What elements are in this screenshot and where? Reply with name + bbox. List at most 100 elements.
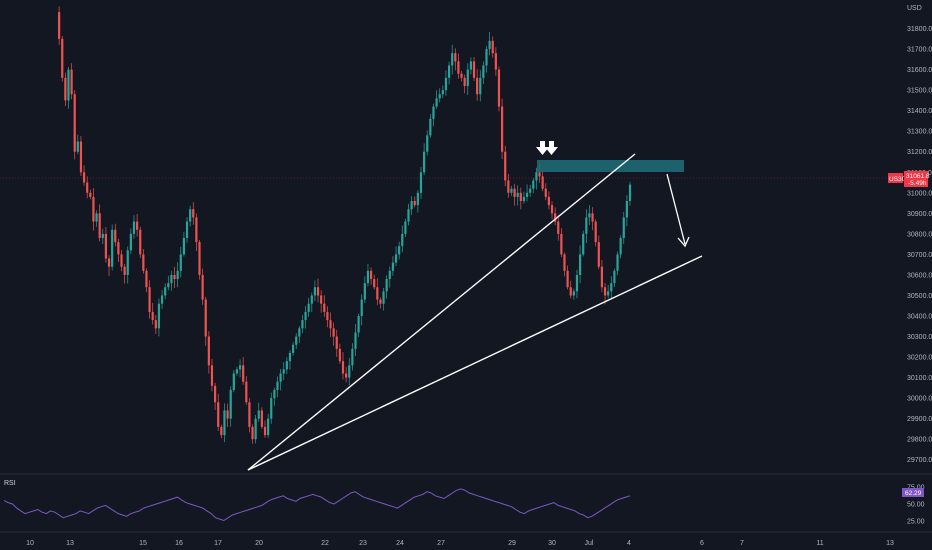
candle-body bbox=[560, 234, 562, 255]
candle-body bbox=[258, 410, 260, 418]
candle-body bbox=[548, 197, 550, 205]
candle-body bbox=[83, 172, 85, 182]
candle-body bbox=[407, 209, 409, 221]
candle-body bbox=[454, 53, 456, 61]
candle-body bbox=[189, 209, 191, 221]
candle-body bbox=[264, 427, 266, 435]
candle-body bbox=[180, 254, 182, 270]
candle-body bbox=[230, 390, 232, 419]
price-tick-label: 31800.0 bbox=[907, 26, 932, 33]
candle-body bbox=[95, 213, 97, 221]
candle-body bbox=[585, 217, 587, 233]
candle-body bbox=[61, 39, 63, 78]
candle-body bbox=[439, 94, 441, 98]
price-tag-value: 31061.8 bbox=[906, 173, 930, 180]
candle-body bbox=[386, 279, 388, 291]
svg-text:62.29: 62.29 bbox=[905, 490, 922, 497]
candle-body bbox=[148, 287, 150, 312]
candle-body bbox=[348, 365, 350, 377]
candle-body bbox=[158, 304, 160, 329]
price-tick-label: 31200.0 bbox=[907, 149, 932, 156]
candle-body bbox=[323, 304, 325, 312]
candle-body bbox=[86, 183, 88, 193]
time-tick-label: Jul bbox=[585, 540, 594, 547]
candle-body bbox=[280, 373, 282, 381]
candle-body bbox=[498, 70, 500, 107]
candle-body bbox=[473, 61, 475, 77]
candle-body bbox=[529, 189, 531, 193]
candle-body bbox=[535, 172, 537, 180]
candle-body bbox=[482, 65, 484, 77]
candle-body bbox=[170, 275, 172, 283]
rsi-value-tag: 62.29 bbox=[902, 488, 924, 497]
resistance-zone[interactable] bbox=[537, 160, 684, 172]
candle-body bbox=[320, 295, 322, 303]
candle-body bbox=[223, 410, 225, 435]
price-tick-label: 31500.0 bbox=[907, 88, 932, 95]
candle-body bbox=[395, 254, 397, 262]
candle-body bbox=[367, 271, 369, 283]
candle-body bbox=[205, 300, 207, 337]
candle-body bbox=[364, 283, 366, 299]
rsi-tick-label: 25.00 bbox=[907, 519, 925, 526]
candle-body bbox=[504, 152, 506, 181]
candle-body bbox=[339, 349, 341, 361]
candle-body bbox=[392, 263, 394, 271]
candle-body bbox=[139, 230, 141, 255]
candle-body bbox=[111, 230, 113, 267]
candle-body bbox=[373, 279, 375, 287]
candle-body bbox=[233, 373, 235, 389]
candle-body bbox=[442, 90, 444, 94]
time-tick-label: 13 bbox=[66, 540, 74, 547]
candle-body bbox=[142, 254, 144, 270]
price-tick-label: 30700.0 bbox=[907, 252, 932, 259]
price-tick-label: 30100.0 bbox=[907, 375, 932, 382]
candle-body bbox=[567, 271, 569, 287]
candle-body bbox=[588, 213, 590, 217]
candle-body bbox=[329, 320, 331, 328]
candle-body bbox=[457, 61, 459, 73]
candle-body bbox=[105, 234, 107, 259]
candle-body bbox=[161, 295, 163, 303]
candle-body bbox=[198, 242, 200, 275]
candle-body bbox=[192, 209, 194, 217]
price-tick-label: 30800.0 bbox=[907, 231, 932, 238]
price-tick-label: 29900.0 bbox=[907, 416, 932, 423]
candle-body bbox=[354, 332, 356, 348]
candle-body bbox=[251, 427, 253, 439]
candle-body bbox=[398, 246, 400, 254]
candle-body bbox=[342, 361, 344, 373]
candle-body bbox=[417, 193, 419, 205]
candle-body bbox=[532, 180, 534, 188]
price-tick-label: 31400.0 bbox=[907, 108, 932, 115]
candle-body bbox=[64, 78, 66, 101]
candle-body bbox=[289, 353, 291, 361]
candle-body bbox=[411, 201, 413, 209]
currency-label: USD bbox=[907, 5, 922, 12]
candle-body bbox=[283, 369, 285, 373]
price-tick-label: 30600.0 bbox=[907, 272, 932, 279]
price-tick-label: 30400.0 bbox=[907, 314, 932, 321]
candle-body bbox=[576, 275, 578, 291]
price-tick-label: 30300.0 bbox=[907, 334, 932, 341]
candle-body bbox=[357, 316, 359, 332]
candle-body bbox=[70, 70, 72, 95]
candle-body bbox=[130, 234, 132, 250]
candle-body bbox=[99, 213, 101, 238]
price-tick-label: 30200.0 bbox=[907, 355, 932, 362]
candle-body bbox=[445, 78, 447, 90]
candle-body bbox=[124, 267, 126, 275]
candle-body bbox=[351, 349, 353, 365]
candle-body bbox=[470, 61, 472, 69]
candle-body bbox=[623, 217, 625, 238]
candle-body bbox=[379, 300, 381, 304]
candle-body bbox=[423, 152, 425, 173]
candle-body bbox=[273, 390, 275, 398]
candle-body bbox=[195, 217, 197, 242]
candle-body bbox=[336, 337, 338, 349]
candle-body bbox=[451, 53, 453, 65]
candle-body bbox=[211, 365, 213, 386]
candle-body bbox=[582, 234, 584, 255]
candle-body bbox=[245, 382, 247, 403]
